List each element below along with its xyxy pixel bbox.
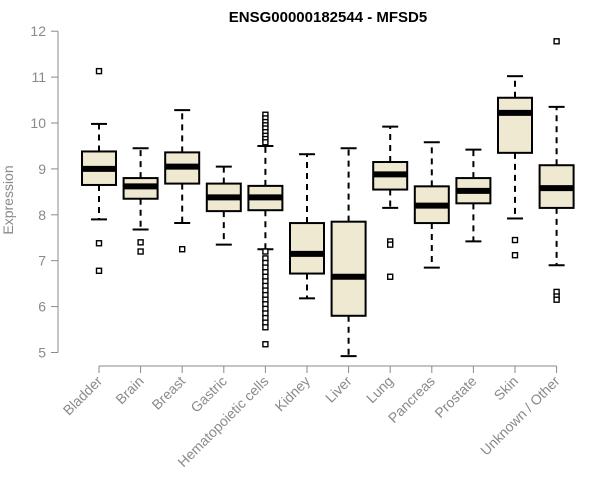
- box-10: [497, 75, 533, 259]
- box-rect: [497, 96, 533, 154]
- box-7: [372, 125, 409, 280]
- x-tick-label: Prostate: [431, 373, 479, 421]
- outlier-point: [95, 267, 103, 274]
- outlier-point: [262, 324, 269, 331]
- box-3: [205, 165, 242, 246]
- x-tick-label: Skin: [491, 373, 522, 404]
- x-tick-label: Bladder: [60, 373, 106, 419]
- y-axis-label: Expression: [0, 165, 16, 234]
- y-tick-label: 12: [30, 23, 46, 39]
- y-tick-label: 6: [38, 299, 46, 315]
- box-5: [289, 153, 325, 300]
- box-4: [247, 111, 284, 348]
- y-tick-label: 7: [38, 253, 46, 269]
- outlier-point: [511, 236, 519, 244]
- x-tick-label: Kidney: [272, 373, 314, 415]
- box-9: [455, 148, 492, 243]
- x-tick-label: Brain: [112, 373, 146, 407]
- box-6: [330, 147, 367, 358]
- y-tick-label: 9: [38, 161, 46, 177]
- x-tick-label: Lung: [363, 373, 396, 406]
- outlier-point: [262, 341, 269, 348]
- y-axis: 5 6 7 8 9 10 11 12: [30, 23, 59, 361]
- outlier-point: [511, 251, 519, 259]
- outlier-point: [95, 240, 103, 247]
- outlier-point: [262, 139, 269, 146]
- boxes-group: [81, 38, 575, 358]
- chart-title: ENSG00000182544 - MFSD5: [229, 9, 427, 26]
- y-tick-label: 5: [38, 345, 46, 361]
- y-tick-label: 11: [31, 69, 46, 85]
- box-8: [413, 141, 450, 269]
- outlier-point: [387, 273, 394, 280]
- box-2: [164, 109, 201, 253]
- outlier-point: [387, 241, 394, 248]
- outlier-point: [178, 246, 186, 253]
- y-tick-label: 8: [38, 207, 46, 223]
- box-rect: [289, 222, 325, 275]
- outlier-point: [553, 296, 560, 303]
- box-rect: [330, 220, 367, 317]
- outlier-point: [553, 38, 560, 45]
- outlier-point: [137, 239, 144, 246]
- outlier-point: [137, 248, 144, 255]
- outlier-point: [262, 248, 269, 255]
- x-tick-label: Unknown / Other: [477, 373, 563, 459]
- box-1: [122, 147, 159, 255]
- box-0: [81, 67, 117, 274]
- box-11: [538, 38, 575, 303]
- x-tick-label: Liver: [322, 373, 355, 406]
- x-tick-label: Breast: [148, 373, 188, 413]
- y-tick-label: 10: [30, 115, 46, 131]
- outlier-point: [95, 67, 103, 75]
